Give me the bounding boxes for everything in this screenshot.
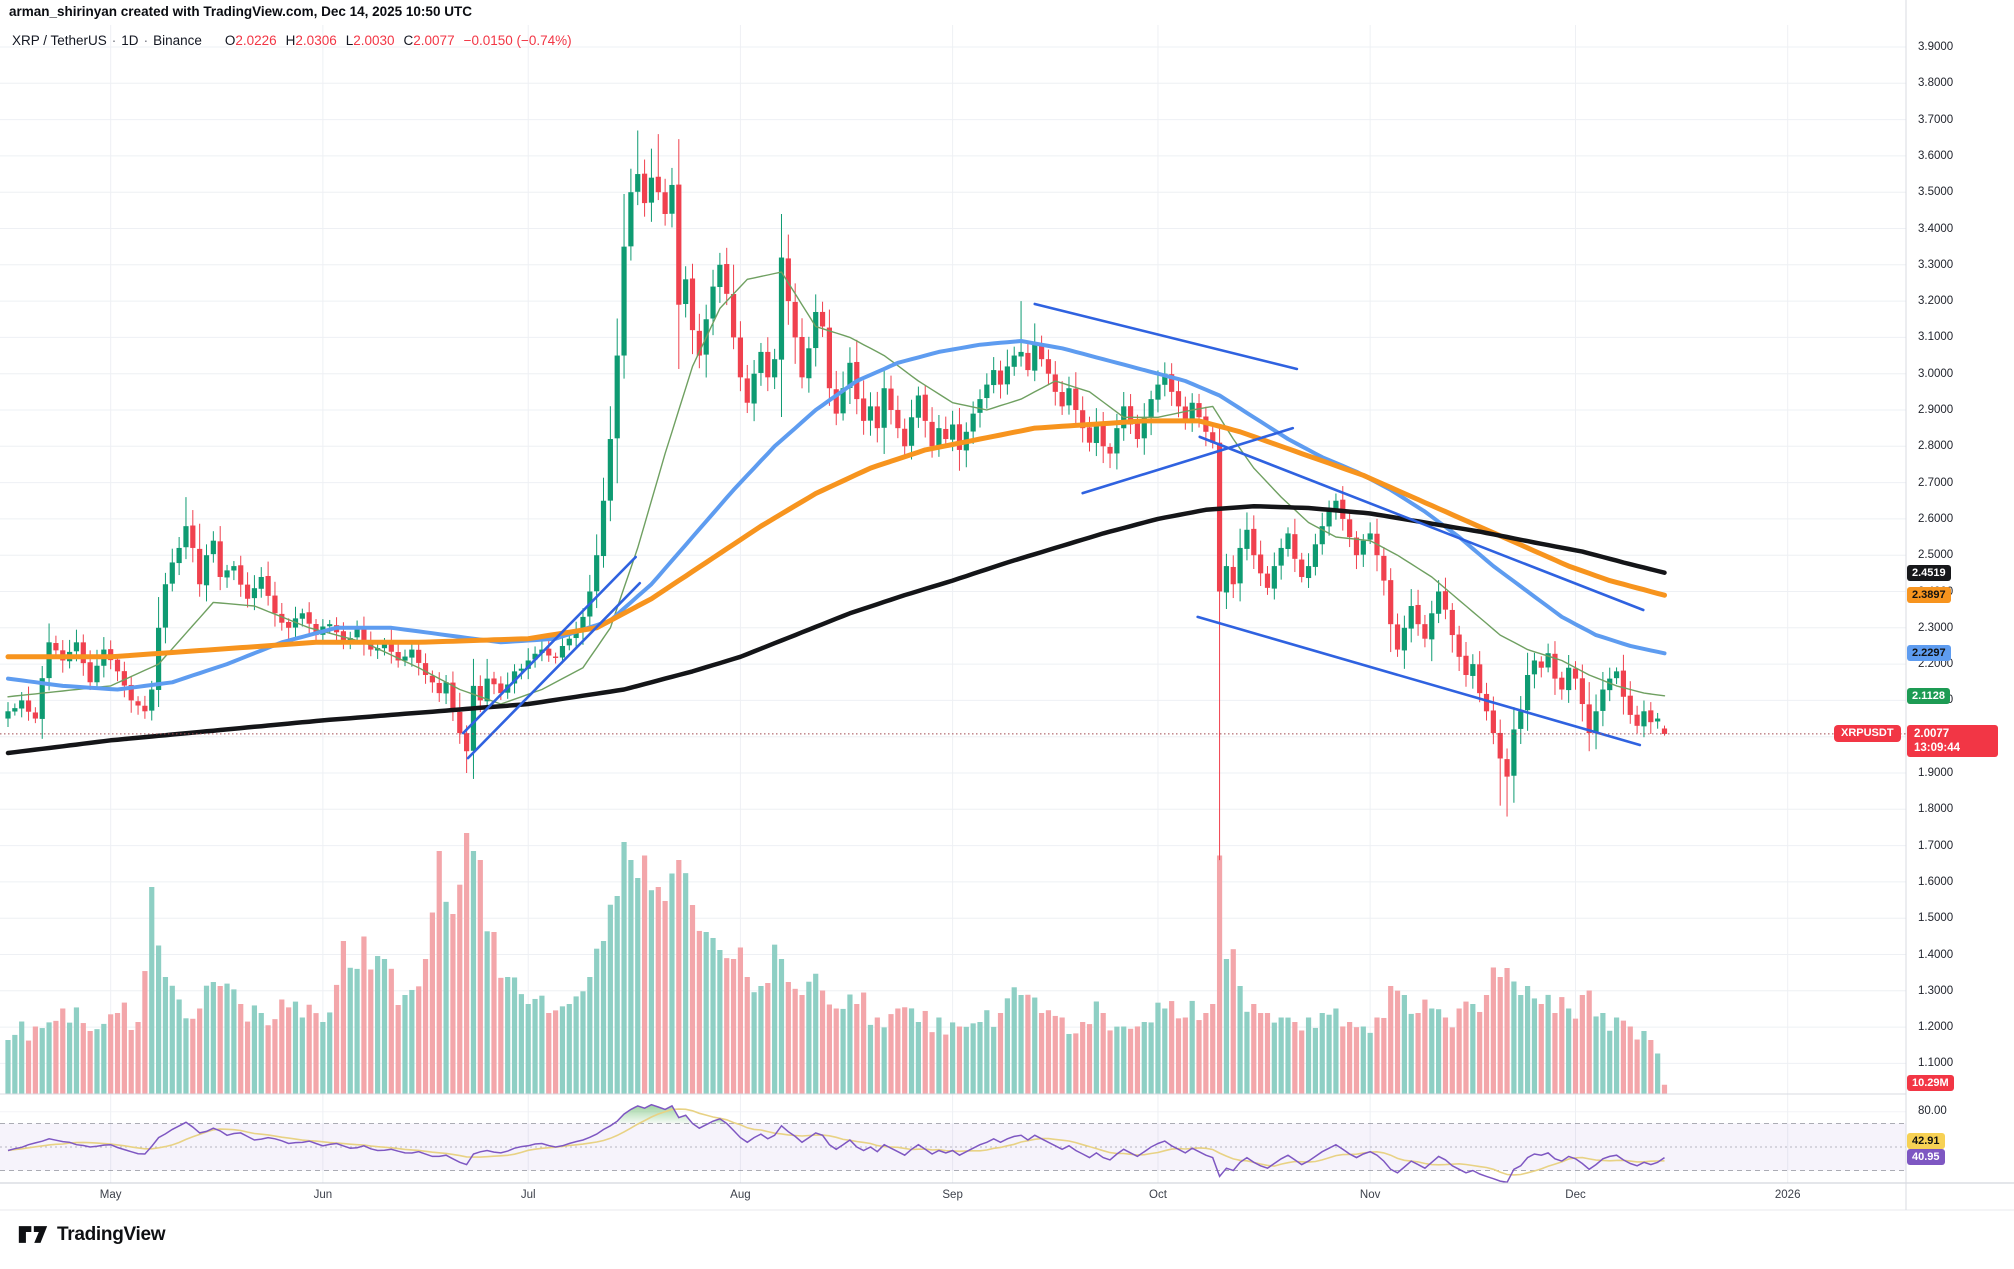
price-tick-label: 3.8000: [1918, 77, 1954, 90]
last-price-value: 2.0077: [1914, 727, 1950, 740]
price-tick-label: 1.6000: [1918, 875, 1954, 888]
interval-label[interactable]: 1D: [121, 33, 139, 48]
volume-bars: [5, 833, 1668, 1094]
pane-borders: [0, 0, 2014, 1211]
rsi-badge: 40.95: [1907, 1149, 1945, 1165]
price-tick-label: 3.0000: [1918, 367, 1954, 380]
ma200-price-badge: 2.4519: [1907, 564, 1951, 581]
time-tick-label: May: [99, 1189, 122, 1201]
ma50-price-badge: 2.2297: [1907, 645, 1951, 662]
ma-line-ma50: [6, 339, 1667, 692]
rsi-scale-label: 80.00: [1918, 1104, 1947, 1117]
symbol-title[interactable]: XRP / TetherUS: [12, 33, 107, 48]
price-tick-label: 3.3000: [1918, 258, 1954, 271]
time-tick-label: Dec: [1565, 1189, 1586, 1201]
symbol-price-tag: XRPUSDT: [1834, 724, 1901, 742]
trendline-2: [466, 581, 642, 760]
trendline-6: [1196, 615, 1642, 747]
trendline-3: [1033, 302, 1299, 371]
price-tick-label: 1.7000: [1918, 839, 1954, 852]
price-tick-label: 2.3000: [1918, 621, 1954, 634]
price-tick-label: 1.8000: [1918, 803, 1954, 816]
high-label: H: [285, 33, 296, 48]
ma21-price-badge: 2.1128: [1907, 687, 1951, 704]
high-value: 2.0306: [295, 33, 337, 48]
price-tick-label: 2.2000: [1918, 658, 1954, 671]
price-tick-label: 2.8000: [1918, 440, 1954, 453]
price-tick-label: 3.9000: [1918, 41, 1954, 53]
price-tick-label: 3.6000: [1918, 149, 1954, 162]
ma-line-ma21: [7, 271, 1666, 705]
exchange-label: Binance: [153, 33, 202, 48]
rsi-ma-line: [7, 1108, 1665, 1176]
tradingview-wordmark: TradingView: [57, 1223, 166, 1245]
price-tick-label: 1.2000: [1918, 1021, 1954, 1034]
open-value: 2.0226: [235, 33, 277, 48]
rsi-indicator: [0, 1103, 1906, 1183]
time-tick-label: Oct: [1149, 1189, 1167, 1201]
close-value: 2.0077: [413, 33, 455, 48]
time-tick-label: Aug: [730, 1189, 751, 1201]
price-tick-label: 2.9000: [1918, 404, 1954, 416]
symbol-legend[interactable]: XRP / TetherUS · 1D · Binance O2.0226 H2.0306 L…: [12, 33, 572, 48]
trendline-drawings[interactable]: [461, 302, 1645, 760]
time-tick-label: Sep: [942, 1189, 963, 1201]
price-tick-label: 3.4000: [1918, 222, 1954, 235]
price-tick-label: 1.4000: [1918, 948, 1954, 961]
rsi-line: [7, 1103, 1665, 1183]
trendline-5: [1198, 435, 1645, 612]
time-tick-label: Jun: [313, 1189, 333, 1201]
volume-badge: 10.29M: [1907, 1075, 1954, 1091]
price-tick-label: 3.1000: [1918, 331, 1954, 344]
trendline-1: [461, 555, 637, 735]
change-value: −0.0150 (−0.74%): [463, 33, 572, 48]
time-tick-label: Nov: [1359, 1189, 1381, 1201]
candlesticks: [5, 130, 1668, 861]
price-tick-label: 1.5000: [1918, 912, 1954, 925]
trendline-4: [1081, 426, 1295, 495]
price-tick-label: 2.7000: [1918, 476, 1954, 489]
bar-countdown: 13:09:44: [1914, 741, 1961, 754]
rsi-ma-badge: 42.91: [1907, 1133, 1945, 1149]
time-tick-label: 2026: [1774, 1189, 1801, 1201]
time-tick-label: Jul: [520, 1189, 536, 1201]
price-tick-label: 1.3000: [1918, 984, 1954, 997]
ma-line-ma200: [5, 503, 1667, 756]
price-tick-label: 1.1000: [1918, 1057, 1954, 1070]
legend-separator2: ·: [143, 33, 149, 48]
tradingview-logo-icon: [18, 1226, 48, 1243]
price-tick-label: 3.2000: [1918, 295, 1954, 308]
close-label: C: [403, 33, 414, 48]
price-tick-label: 1.9000: [1918, 767, 1954, 779]
gridlines: [0, 25, 1906, 1183]
open-label: O: [224, 33, 236, 48]
moving-averages: [5, 271, 1667, 756]
ma100-price-badge: 2.3897: [1907, 587, 1951, 604]
price-tick-label: 3.5000: [1918, 186, 1954, 199]
legend-separator: ·: [111, 33, 117, 48]
low-label: L: [345, 33, 354, 48]
price-tick-label: 3.7000: [1918, 113, 1954, 126]
price-tick-label: 2.6000: [1918, 512, 1954, 525]
low-value: 2.0030: [353, 33, 395, 48]
ma-line-ma100: [5, 418, 1667, 660]
price-tick-label: 2.5000: [1918, 549, 1954, 562]
tradingview-logo[interactable]: TradingView: [18, 1222, 166, 1247]
last-price-badge: 2.0077 13:09:44: [1907, 724, 1998, 757]
attribution-text: arman_shirinyan created with TradingView…: [9, 4, 472, 19]
